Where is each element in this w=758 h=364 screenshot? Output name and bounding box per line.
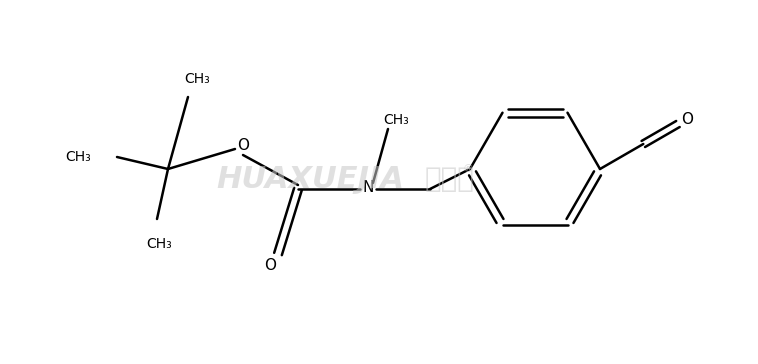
Text: ®: ®: [462, 164, 474, 174]
Text: CH₃: CH₃: [65, 150, 91, 164]
Text: O: O: [264, 257, 276, 273]
Text: N: N: [362, 181, 374, 195]
Text: CH₃: CH₃: [146, 237, 172, 251]
Text: 化学加: 化学加: [425, 165, 475, 193]
Text: CH₃: CH₃: [184, 72, 210, 86]
Text: CH₃: CH₃: [383, 113, 409, 127]
Text: HUAXUEJIA: HUAXUEJIA: [216, 165, 404, 194]
Text: O: O: [681, 112, 693, 127]
Text: O: O: [237, 138, 249, 153]
